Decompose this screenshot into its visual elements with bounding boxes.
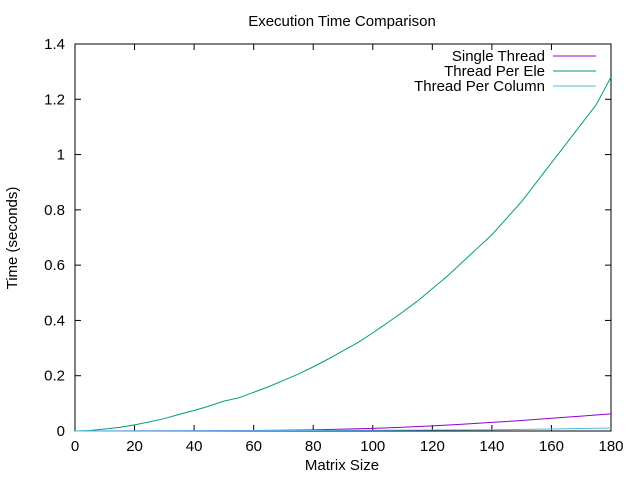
plot-frame <box>74 43 612 432</box>
y-tick-label: 1.2 <box>44 91 65 108</box>
series-layer <box>74 76 612 432</box>
series-line-0 <box>74 413 612 432</box>
x-tick-label: 120 <box>420 438 445 455</box>
legend-label: Single Thread <box>452 48 545 65</box>
x-tick-label: 40 <box>186 438 203 455</box>
y-tick-label: 0.2 <box>44 368 65 385</box>
x-tick-label: 180 <box>598 438 623 455</box>
y-axis-ticks: 0 0.2 0.4 0.6 0.8 1 1.2 1.4 <box>44 36 611 440</box>
y-tick-label: 0 <box>57 423 65 440</box>
y-axis-label: Time (seconds) <box>4 187 21 290</box>
x-axis-label: Matrix Size <box>305 457 379 474</box>
x-tick-label: 0 <box>71 438 79 455</box>
legend-label: Thread Per Ele <box>444 63 545 80</box>
chart-title: Execution Time Comparison <box>248 13 436 30</box>
x-tick-label: 160 <box>539 438 564 455</box>
y-tick-label: 0.4 <box>44 312 65 329</box>
y-tick-label: 0.6 <box>44 257 65 274</box>
y-tick-label: 0.8 <box>44 202 65 219</box>
legend-label: Thread Per Column <box>414 78 545 95</box>
x-tick-label: 80 <box>305 438 322 455</box>
y-tick-label: 1.4 <box>44 36 65 53</box>
y-tick-label: 1 <box>57 147 65 164</box>
x-axis-ticks: 0 20 40 60 80 100 120 140 160 180 <box>71 44 624 455</box>
series-line-1 <box>74 76 612 432</box>
series-line-2 <box>74 427 612 432</box>
x-tick-label: 20 <box>126 438 143 455</box>
x-tick-label: 60 <box>245 438 262 455</box>
x-tick-label: 100 <box>360 438 385 455</box>
x-tick-label: 140 <box>479 438 504 455</box>
